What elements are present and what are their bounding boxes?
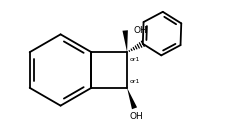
Polygon shape — [122, 30, 128, 52]
Text: OH: OH — [133, 26, 147, 35]
Text: or1: or1 — [130, 57, 140, 62]
Text: or1: or1 — [130, 79, 140, 84]
Text: OH: OH — [130, 112, 143, 121]
Polygon shape — [127, 88, 137, 109]
